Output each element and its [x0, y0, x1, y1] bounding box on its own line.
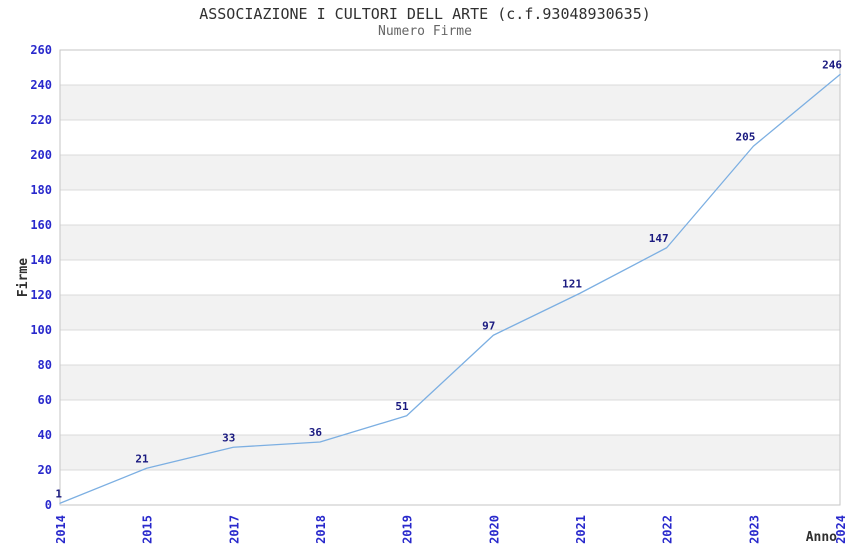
x-tick-label: 2015	[141, 515, 155, 544]
x-tick-label: 2020	[487, 515, 501, 544]
data-label: 51	[395, 400, 409, 413]
plot-band	[60, 365, 840, 400]
x-axis-title: Anno	[806, 530, 837, 545]
plot-band	[60, 85, 840, 120]
data-label: 33	[222, 431, 235, 444]
chart-subtitle: Numero Firme	[378, 24, 472, 39]
data-label: 121	[562, 277, 582, 290]
x-tick-label: 2017	[227, 515, 241, 544]
x-tick-label: 2019	[401, 515, 415, 544]
y-tick-label: 200	[30, 148, 52, 162]
y-tick-label: 80	[38, 358, 52, 372]
y-axis-title: Firme	[16, 258, 31, 297]
chart-title: ASSOCIAZIONE I CULTORI DELL ARTE (c.f.93…	[199, 5, 651, 23]
x-tick-label: 2023	[747, 515, 761, 544]
plot-band	[60, 295, 840, 330]
y-tick-label: 20	[38, 463, 52, 477]
x-tick-label: 2022	[661, 515, 675, 544]
y-tick-label: 0	[45, 498, 52, 512]
x-tick-label: 2018	[314, 515, 328, 544]
y-tick-label: 40	[38, 428, 52, 442]
data-label: 97	[482, 319, 495, 332]
data-label: 205	[735, 130, 755, 143]
x-tick-label: 2024	[834, 515, 848, 544]
data-label: 147	[649, 232, 669, 245]
x-tick-label: 2014	[54, 515, 68, 544]
data-label: 36	[309, 426, 323, 439]
plot-band	[60, 435, 840, 470]
data-label: 246	[822, 59, 842, 72]
data-label: 21	[135, 452, 149, 465]
y-tick-label: 120	[30, 288, 52, 302]
plot-border	[59, 49, 841, 506]
plot-band	[60, 155, 840, 190]
data-label: 1	[55, 487, 62, 500]
y-tick-label: 140	[30, 253, 52, 267]
y-tick-label: 100	[30, 323, 52, 337]
y-tick-label: 160	[30, 218, 52, 232]
x-tick-label: 2021	[574, 515, 588, 544]
y-tick-label: 240	[30, 78, 52, 92]
y-tick-label: 180	[30, 183, 52, 197]
series-line	[59, 73, 841, 504]
plot-band	[60, 225, 840, 260]
y-tick-label: 220	[30, 113, 52, 127]
y-tick-label: 260	[30, 43, 52, 57]
y-tick-label: 60	[38, 393, 52, 407]
